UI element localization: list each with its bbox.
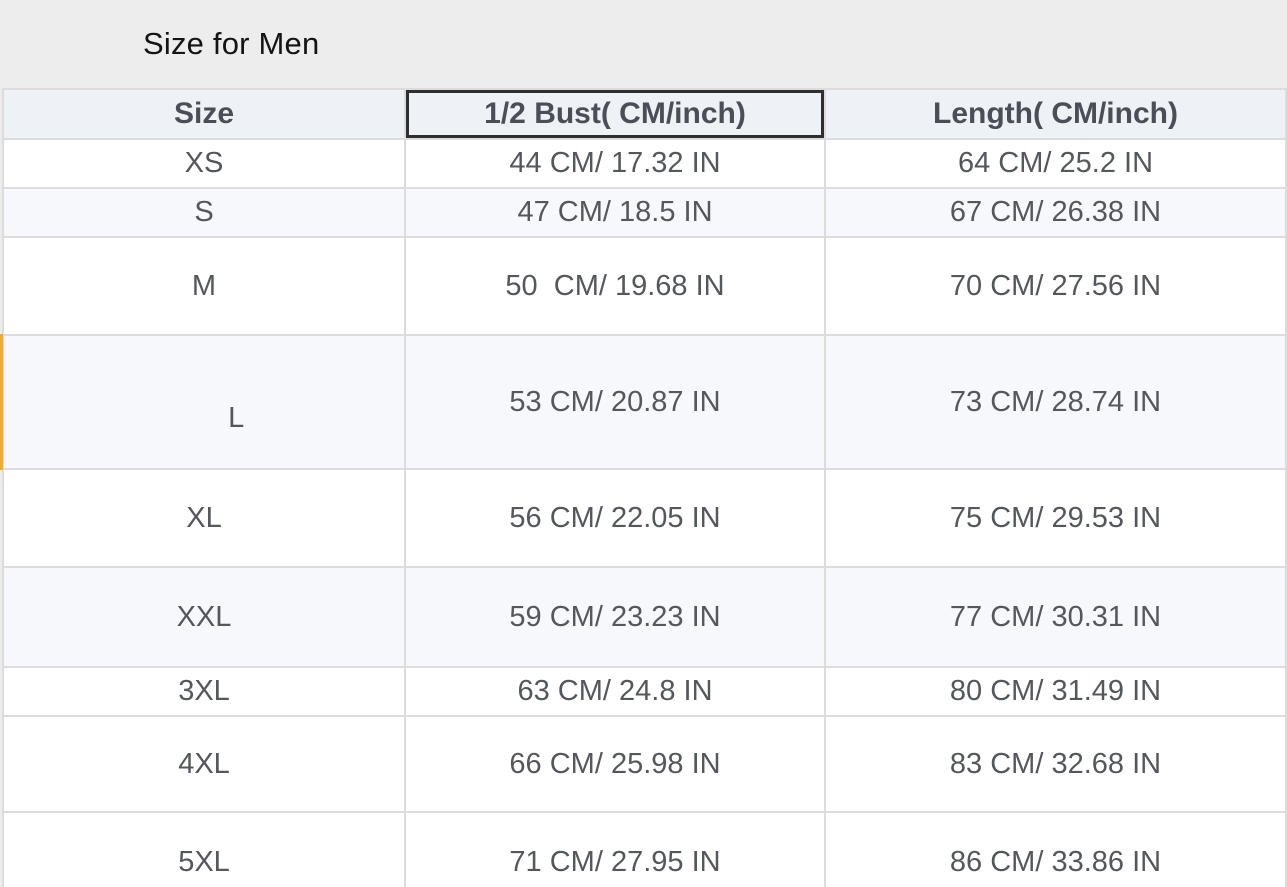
size-cell: XXL	[2, 566, 406, 668]
table-row-s: S 47 CM/ 18.5 IN 67 CM/ 26.38 IN	[2, 187, 1287, 238]
length-cell: 80 CM/ 31.49 IN	[824, 666, 1287, 717]
title-band: Size for Men	[0, 0, 1287, 88]
length-cell: 64 CM/ 25.2 IN	[824, 138, 1287, 189]
bust-cell: 53 CM/ 20.87 IN	[404, 334, 826, 470]
table-row-5xl: 5XL 71 CM/ 27.95 IN 86 CM/ 33.86 IN	[2, 811, 1287, 887]
length-cell: 67 CM/ 26.38 IN	[824, 187, 1287, 238]
bust-cell: 66 CM/ 25.98 IN	[404, 715, 826, 813]
size-chart-table: Size 1/2 Bust( CM/inch) Length( CM/inch)…	[0, 88, 1287, 887]
size-cell: L	[0, 334, 406, 470]
table-row-l: L 53 CM/ 20.87 IN 73 CM/ 28.74 IN	[0, 334, 1287, 470]
length-cell: 86 CM/ 33.86 IN	[824, 811, 1287, 887]
bust-cell: 47 CM/ 18.5 IN	[404, 187, 826, 238]
header-cell-bust: 1/2 Bust( CM/inch)	[404, 88, 826, 140]
length-cell: 73 CM/ 28.74 IN	[824, 334, 1287, 470]
table-row-3xl: 3XL 63 CM/ 24.8 IN 80 CM/ 31.49 IN	[2, 666, 1287, 717]
size-cell: 3XL	[2, 666, 406, 717]
length-cell: 75 CM/ 29.53 IN	[824, 468, 1287, 568]
bust-cell: 63 CM/ 24.8 IN	[404, 666, 826, 717]
header-cell-length: Length( CM/inch)	[824, 88, 1287, 140]
bust-cell: 50 CM/ 19.68 IN	[404, 236, 826, 336]
bust-cell: 56 CM/ 22.05 IN	[404, 468, 826, 568]
bust-cell: 44 CM/ 17.32 IN	[404, 138, 826, 189]
size-cell: S	[2, 187, 406, 238]
table-row-xs: XS 44 CM/ 17.32 IN 64 CM/ 25.2 IN	[2, 138, 1287, 189]
table-row-xxl: XXL 59 CM/ 23.23 IN 77 CM/ 30.31 IN	[2, 566, 1287, 668]
header-cell-size: Size	[2, 88, 406, 140]
length-cell: 83 CM/ 32.68 IN	[824, 715, 1287, 813]
bust-cell: 59 CM/ 23.23 IN	[404, 566, 826, 668]
bust-cell: 71 CM/ 27.95 IN	[404, 811, 826, 887]
length-cell: 77 CM/ 30.31 IN	[824, 566, 1287, 668]
table-row-xl: XL 56 CM/ 22.05 IN 75 CM/ 29.53 IN	[2, 468, 1287, 568]
size-cell: XL	[2, 468, 406, 568]
page-title: Size for Men	[143, 26, 320, 61]
size-cell: XS	[2, 138, 406, 189]
size-cell: M	[2, 236, 406, 336]
table-row-m: M 50 CM/ 19.68 IN 70 CM/ 27.56 IN	[2, 236, 1287, 336]
table-row-4xl: 4XL 66 CM/ 25.98 IN 83 CM/ 32.68 IN	[2, 715, 1287, 813]
size-cell: 4XL	[2, 715, 406, 813]
table-header-row: Size 1/2 Bust( CM/inch) Length( CM/inch)	[2, 88, 1287, 140]
selected-row-marker	[0, 334, 3, 470]
size-cell: 5XL	[2, 811, 406, 887]
length-cell: 70 CM/ 27.56 IN	[824, 236, 1287, 336]
